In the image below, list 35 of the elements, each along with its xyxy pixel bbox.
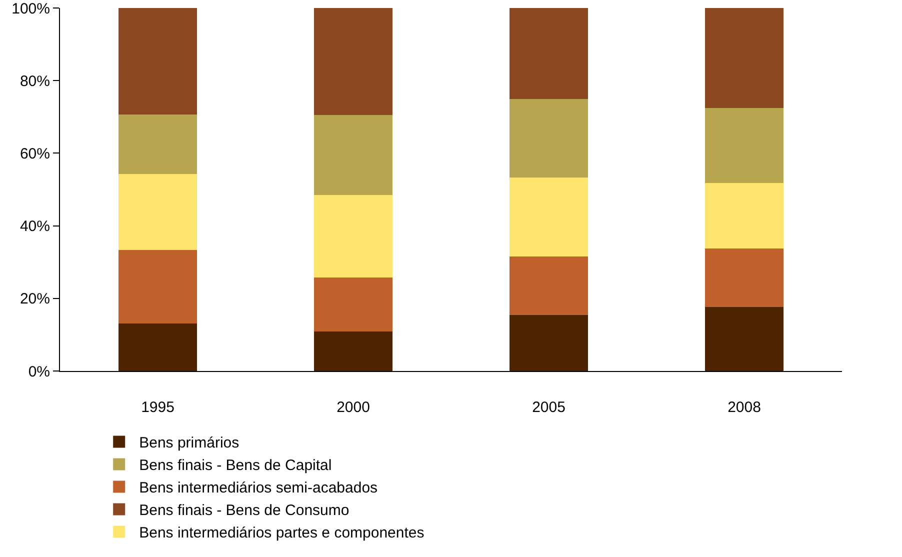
bar: [705, 8, 784, 108]
legend-label: Bens intermediários semi-acabados: [139, 480, 378, 497]
bar: [705, 306, 784, 371]
x-tick-label: 1995: [141, 399, 174, 416]
bar: [314, 277, 392, 332]
bar: [510, 8, 588, 99]
bar: [314, 194, 392, 278]
bar: [510, 98, 588, 178]
x-tick-label: 2005: [532, 399, 566, 416]
legend-label: Bens primários: [139, 434, 240, 452]
bar: [705, 108, 784, 183]
bar: [510, 178, 588, 256]
bar: [705, 182, 784, 248]
legend-label: Bens intermediários partes e componentes: [139, 524, 424, 542]
bar: [510, 315, 588, 371]
bar: [314, 8, 392, 116]
x-tick-label: 2008: [728, 399, 761, 416]
legend-label: Bens finais - Bens de Consumo: [139, 502, 350, 520]
bar: [118, 114, 197, 174]
y-tick-label: 40%: [20, 218, 50, 236]
x-tick-label: 2000: [336, 399, 370, 416]
y-tick-label: 100%: [12, 0, 50, 18]
bar: [314, 115, 392, 195]
bar: [510, 256, 588, 316]
y-tick-label: 60%: [20, 145, 50, 162]
bar: [118, 323, 197, 371]
y-tick-label: 0%: [28, 363, 50, 380]
bar: [705, 248, 784, 307]
bar: [314, 331, 392, 371]
bar: [118, 250, 197, 324]
y-tick-label: 20%: [20, 290, 50, 308]
y-tick-label: 80%: [20, 72, 50, 90]
bar: [118, 8, 197, 114]
legend-label: Bens finais - Bens de Capital: [139, 457, 332, 474]
bar: [118, 174, 197, 250]
